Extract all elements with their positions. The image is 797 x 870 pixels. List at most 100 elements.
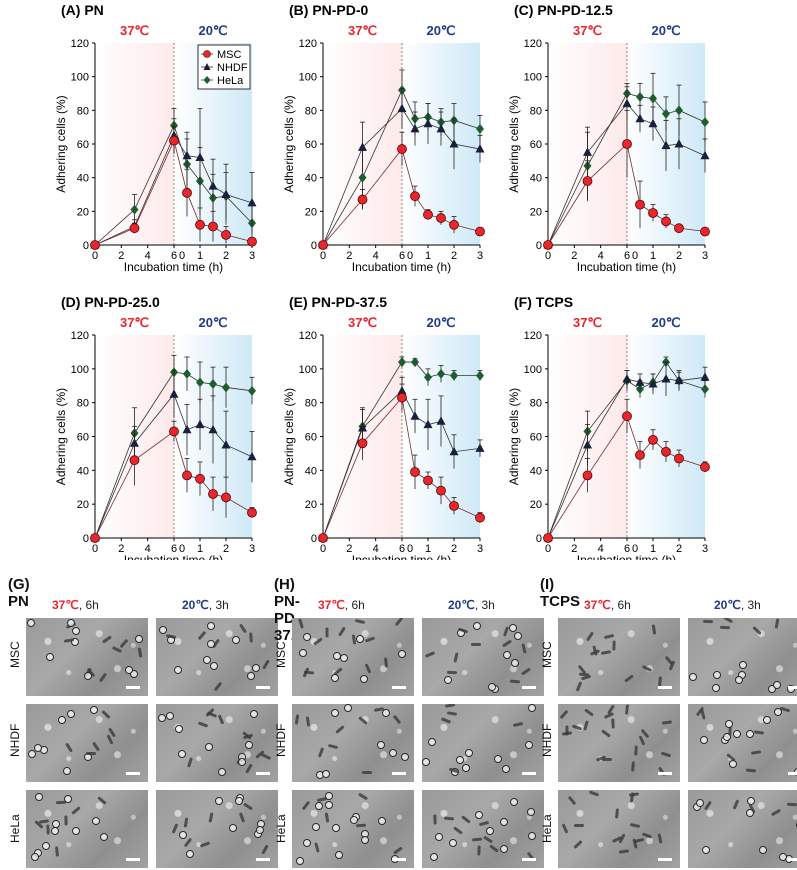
x-axis-label: Incubation time (h) (124, 553, 223, 560)
micrograph-image (26, 704, 148, 782)
cell-shape (500, 818, 508, 826)
cell-shape (774, 618, 780, 629)
cell-shape (119, 638, 129, 649)
scale-bar (392, 686, 406, 689)
data-point (247, 197, 257, 207)
x-tick-label: 2 (451, 543, 457, 555)
micrograph-image (688, 790, 797, 868)
cell-shape (501, 639, 513, 648)
cell-shape (358, 716, 368, 725)
cell-shape (301, 800, 311, 811)
data-point (476, 123, 484, 134)
data-point (700, 372, 710, 381)
x-tick-label: 3 (477, 543, 483, 555)
series-msc (543, 398, 710, 543)
cell-shape (583, 720, 589, 731)
data-point (476, 370, 484, 381)
x-tick-label: 4 (145, 543, 151, 555)
cell-shape (511, 659, 519, 667)
data-point (661, 140, 671, 150)
cell-shape (90, 706, 98, 714)
data-point (543, 533, 553, 543)
x-tick-label: 0 (407, 250, 413, 262)
cell-shape (527, 808, 535, 816)
cell-shape (46, 824, 50, 835)
panel-title: (C) PN-PD-12.5 (514, 2, 613, 18)
data-point (423, 419, 433, 429)
cell-shape (565, 725, 569, 736)
data-point (411, 357, 419, 368)
cell-shape (294, 714, 300, 725)
cell-shape (317, 747, 325, 758)
cell-shape (618, 833, 626, 844)
y-tick-label: 120 (71, 38, 89, 50)
micrograph-image (422, 618, 544, 696)
data-point (222, 382, 230, 393)
cell-shape (197, 721, 209, 728)
data-point (543, 240, 553, 250)
data-point (358, 142, 367, 151)
x-tick-label: 2 (676, 250, 682, 262)
data-point (622, 373, 632, 383)
y-axis-label: Adhering cells (%) (507, 95, 521, 192)
cell-shape (733, 730, 741, 738)
cell-shape (350, 816, 358, 824)
cell-shape (250, 710, 258, 718)
cell-shape (332, 824, 340, 832)
cell-shape (435, 833, 443, 841)
micrograph-image (558, 704, 680, 782)
cell-shape (238, 623, 248, 634)
cell-shape (629, 792, 635, 803)
cell-shape (125, 666, 133, 674)
x-tick-label: 0 (545, 250, 551, 262)
data-point (661, 373, 671, 383)
y-tick-label: 20 (305, 206, 317, 218)
cell-shape (355, 823, 367, 828)
data-point (129, 455, 140, 466)
cell-shape (210, 662, 218, 670)
y-tick-label: 80 (530, 398, 542, 410)
micrograph-row-label: HeLa (8, 814, 22, 843)
data-point (318, 240, 328, 250)
cell-shape (722, 618, 734, 624)
series-line (547, 361, 706, 539)
cell-shape (71, 638, 79, 646)
series-msc (318, 383, 485, 543)
cell-shape (573, 823, 585, 828)
data-point (648, 118, 658, 128)
data-point (674, 375, 684, 385)
cell-shape (389, 749, 397, 757)
scale-bar (392, 858, 406, 861)
cell-shape (208, 812, 214, 823)
data-point (661, 446, 671, 457)
series-line (94, 393, 253, 539)
data-point (195, 152, 205, 161)
data-point (436, 416, 446, 425)
cell-shape (331, 709, 339, 717)
x-tick-label: 2 (571, 250, 577, 262)
cell-shape (197, 630, 207, 641)
cell-shape (314, 842, 320, 853)
y-tick-label: 20 (77, 206, 89, 218)
micrograph-column-header: 20℃, 3h (448, 598, 495, 612)
x-axis-label: Incubation time (h) (577, 553, 676, 560)
cell-shape (325, 801, 333, 809)
data-point (221, 439, 231, 449)
legend-label: NHDF (217, 62, 248, 74)
cell-shape (768, 685, 776, 693)
y-tick-label: 0 (536, 240, 542, 252)
cell-shape (528, 704, 536, 712)
data-point (622, 139, 632, 149)
cell-shape (174, 666, 182, 674)
legend-marker (203, 76, 211, 84)
cell-shape (252, 664, 260, 672)
x-tick-label: 1 (197, 543, 203, 555)
cell-shape (203, 656, 211, 664)
temp-20-label: 20℃ (426, 23, 455, 38)
cell-shape (462, 764, 470, 772)
cell-shape (54, 846, 60, 857)
cell-shape (559, 709, 569, 720)
data-point (649, 93, 657, 104)
data-point (358, 172, 367, 183)
cell-shape (130, 670, 138, 678)
